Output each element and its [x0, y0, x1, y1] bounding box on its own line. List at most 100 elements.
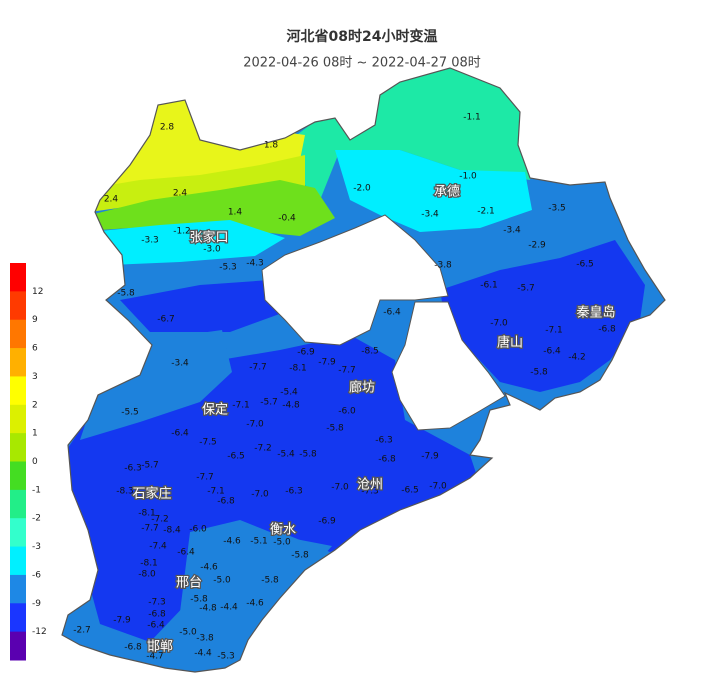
station-value: -5.5 [121, 408, 139, 418]
legend-swatch [10, 263, 26, 292]
station-value: -6.5 [227, 452, 245, 462]
station-value: -4.6 [223, 537, 241, 547]
station-value: -7.0 [490, 319, 508, 329]
legend-swatch [10, 518, 26, 548]
city-name: 承德 [434, 185, 460, 200]
legend-label: -1 [32, 485, 41, 495]
city-name: 廊坊 [349, 380, 375, 396]
station-value: -5.1 [250, 537, 268, 547]
legend-label: 1 [32, 429, 38, 439]
station-value: -6.5 [576, 260, 594, 270]
legend-label: 3 [32, 372, 38, 382]
station-value: -8.4 [163, 526, 181, 536]
station-value: -2.9 [528, 241, 546, 251]
station-value: -6.0 [189, 525, 207, 535]
station-value: -6.4 [543, 347, 561, 357]
legend-swatch [10, 433, 26, 462]
city-name: 保定 [202, 403, 228, 418]
station-value: -5.0 [213, 576, 231, 586]
station-value: -7.4 [149, 542, 167, 552]
station-value: -4.6 [246, 599, 264, 609]
station-value: -7.1 [207, 487, 225, 497]
station-value: -5.7 [260, 398, 278, 408]
legend-swatch [10, 546, 26, 576]
station-value: -7.7 [196, 473, 214, 483]
city-name: 唐山 [497, 335, 523, 351]
station-value: -7.7 [141, 524, 159, 534]
station-value: -1.1 [463, 113, 481, 123]
station-value: -5.4 [277, 450, 295, 460]
station-value: -6.3 [285, 487, 303, 497]
station-value: -4.6 [200, 563, 218, 573]
station-value: -6.4 [383, 308, 401, 318]
station-value: -4.2 [568, 353, 586, 363]
legend-swatch [10, 489, 26, 519]
station-value: -6.3 [375, 436, 393, 446]
legend-label: 12 [32, 287, 43, 297]
station-value: -6.0 [338, 407, 356, 417]
station-value: -6.7 [157, 315, 175, 325]
station-value: -7.7 [249, 363, 267, 373]
station-value: -7.9 [113, 616, 131, 626]
station-value: -5.8 [190, 595, 208, 605]
station-value: -7.9 [318, 358, 336, 368]
legend-swatch [10, 631, 26, 661]
legend-swatch [10, 319, 26, 349]
station-value: -5.8 [261, 576, 279, 586]
station-value: -8.3 [116, 487, 134, 497]
station-value: -7.1 [545, 326, 563, 336]
station-value: -5.3 [217, 652, 235, 662]
station-value: -3.0 [203, 245, 221, 255]
station-value: -7.2 [254, 444, 272, 454]
labels: 2.81.82.42.41.4-0.4-1.2-3.3-3.0-5.3 -4.3-… [73, 113, 617, 662]
station-value: -5.8 [117, 289, 135, 299]
station-value: -5.3 [219, 263, 237, 273]
station-value: -7.9 [421, 452, 439, 462]
station-value: -7.0 [429, 482, 447, 492]
station-value: -3.4 [171, 359, 189, 369]
station-value: -3.4 [421, 210, 439, 220]
station-value: -2.7 [73, 626, 91, 636]
city-name: 秦皇岛 [576, 305, 615, 321]
station-value: -3.3 [141, 236, 159, 246]
station-value: -6.1 [480, 281, 498, 291]
legend-label: -3 [32, 542, 41, 552]
city-name: 邯郸 [147, 640, 173, 655]
station-value: -3.8 [434, 261, 452, 271]
station-value: -6.8 [124, 643, 142, 653]
station-value: -2.1 [477, 207, 495, 217]
station-value: -4.4 [194, 649, 212, 659]
beijing-hole [261, 214, 449, 346]
legend-label: -12 [32, 627, 47, 637]
station-value: -1.2 [173, 227, 191, 237]
station-value: -7.0 [251, 490, 269, 500]
station-value: -7.7 [338, 366, 356, 376]
station-value: -7.0 [246, 420, 264, 430]
legend-label: -2 [32, 514, 41, 524]
legend-swatch [10, 291, 26, 321]
station-value: -6.8 [598, 325, 616, 335]
legend-swatch [10, 348, 26, 377]
station-value: -7.3 [361, 487, 379, 497]
city-name: 石家庄 [132, 486, 171, 502]
station-value: -4.7 [146, 652, 164, 662]
city-name: 衡水 [270, 523, 296, 538]
station-value: -8.5 [361, 347, 379, 357]
station-value: -4.3 [246, 259, 264, 269]
station-value: -6.4 [147, 621, 165, 631]
legend-label: 0 [32, 457, 38, 467]
station-value: -6.9 [318, 517, 336, 527]
legend-swatch [10, 376, 26, 406]
station-value: -7.1 [232, 401, 250, 411]
station-value: -8.1 [138, 509, 156, 519]
station-value: -5.8 [326, 424, 344, 434]
station-value: -3.4 [503, 226, 521, 236]
legend-label: -6 [32, 570, 41, 580]
station-value: -2.0 [353, 184, 371, 194]
station-value: -7.2 [151, 515, 169, 525]
station-value: -5.8 [299, 450, 317, 460]
legend-label: 6 [32, 344, 38, 354]
station-value: 2.8 [160, 123, 175, 133]
